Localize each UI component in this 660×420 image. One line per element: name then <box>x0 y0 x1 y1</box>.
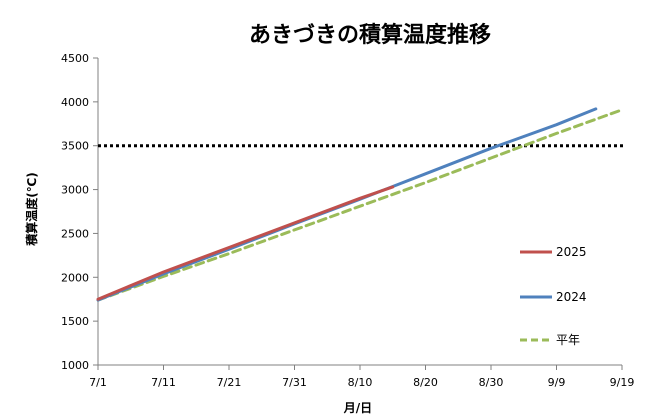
legend-label-1: 2024 <box>556 290 587 304</box>
x-tick-label: 7/11 <box>151 376 176 389</box>
y-tick-label: 3000 <box>61 184 89 197</box>
plot-area: 1000 1500 2000 2500 3000 3500 4000 4500 7/1 7/11 7… <box>61 52 634 389</box>
x-tick-label: 7/31 <box>282 376 307 389</box>
x-tick-label: 8/10 <box>348 376 373 389</box>
x-tick-label: 9/9 <box>548 376 566 389</box>
y-axis-label: 積算温度(℃) <box>24 172 39 247</box>
y-tick-label: 2500 <box>61 227 89 240</box>
x-tick-label: 7/1 <box>89 376 107 389</box>
series-line-0 <box>96 185 395 301</box>
y-tick-label: 1500 <box>61 315 89 328</box>
x-tick-label: 8/30 <box>479 376 504 389</box>
y-axis-label-group: 積算温度(℃) <box>24 172 39 247</box>
legend-label-0: 2025 <box>556 245 587 259</box>
x-tick-label: 7/21 <box>217 376 242 389</box>
series-line-2 <box>96 108 624 302</box>
legend-label-2: 平年 <box>556 333 580 347</box>
y-tick-label: 1000 <box>61 359 89 372</box>
y-tick-label: 4000 <box>61 96 89 109</box>
y-tick-label: 2000 <box>61 271 89 284</box>
chart-title: あきづきの積算温度推移 <box>249 22 491 48</box>
x-axis-label: 月/日 <box>343 401 372 415</box>
y-tick-label: 3500 <box>61 140 89 153</box>
y-tick-label: 4500 <box>61 52 89 65</box>
x-tick-label: 9/19 <box>610 376 635 389</box>
x-tick-label: 8/20 <box>413 376 438 389</box>
